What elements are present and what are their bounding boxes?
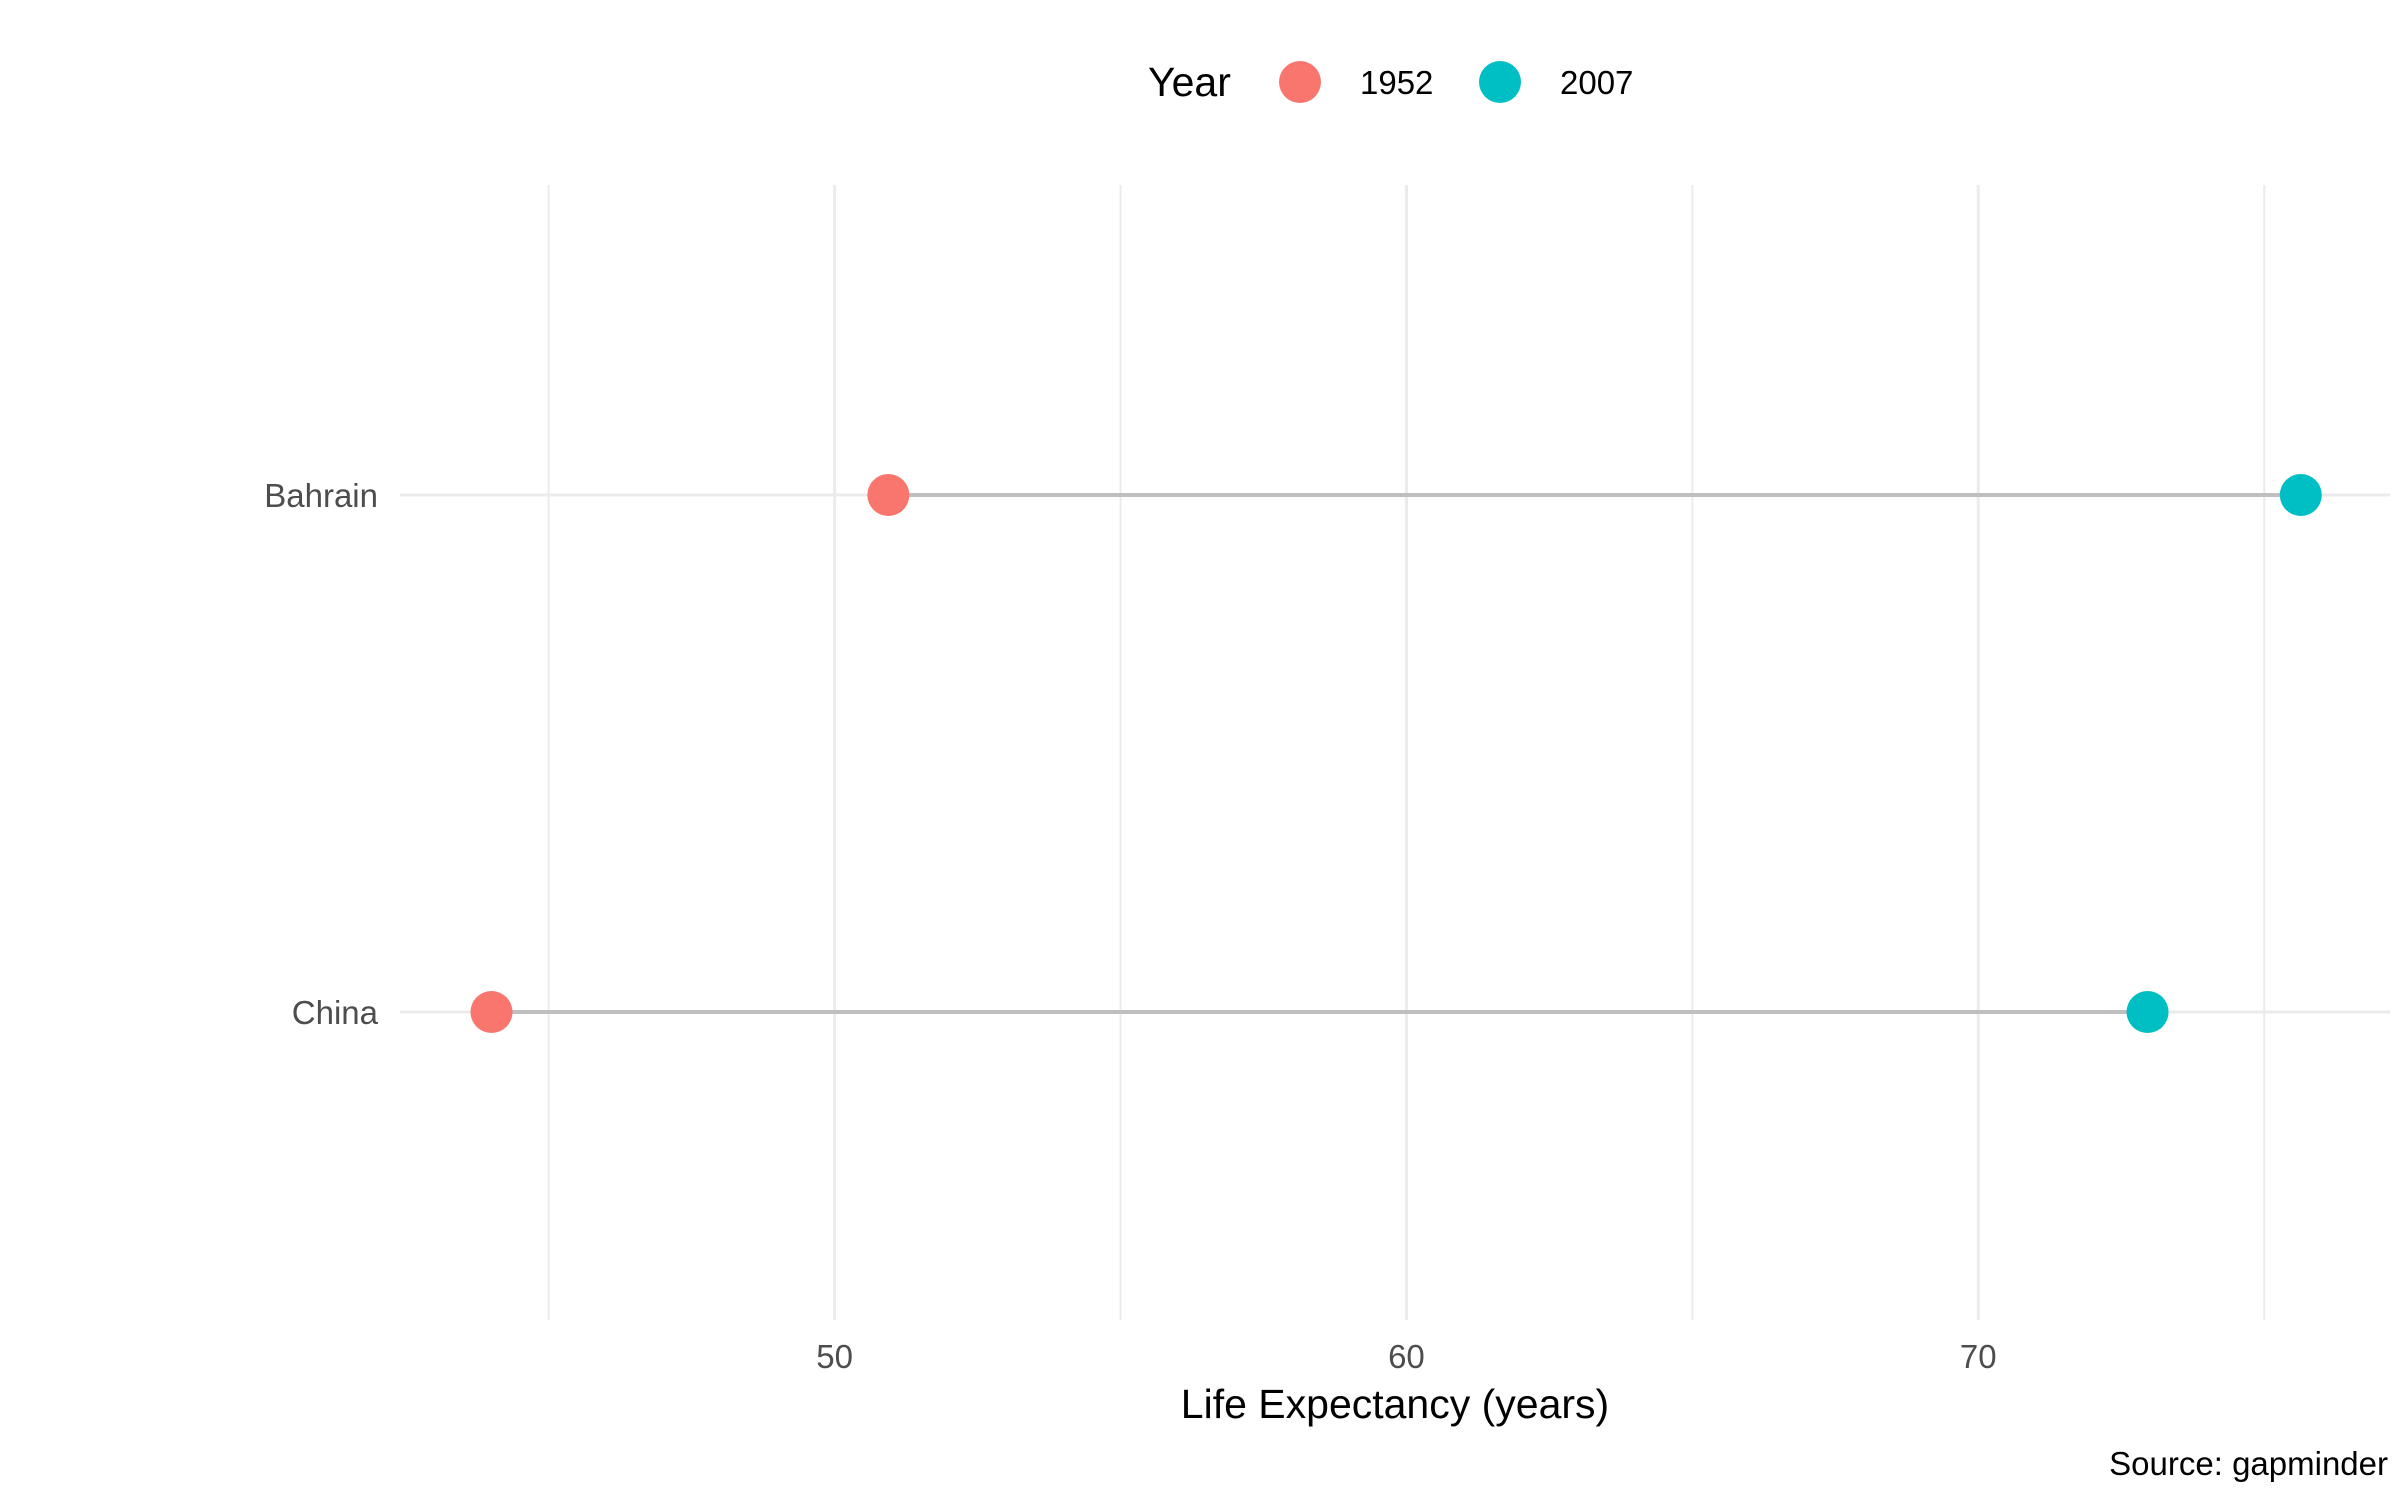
legend-marker-1952 xyxy=(1279,61,1321,103)
legend-label-1952: 1952 xyxy=(1360,64,1433,101)
x-tick-label-60: 60 xyxy=(1388,1338,1425,1375)
legend-title: Year xyxy=(1148,59,1231,105)
y-label-bahrain: Bahrain xyxy=(264,477,378,514)
x-axis-ticks: 50 60 70 xyxy=(816,1338,1996,1375)
legend-marker-2007 xyxy=(1479,61,1521,103)
x-tick-label-70: 70 xyxy=(1960,1338,1997,1375)
point-bahrain-1952 xyxy=(867,474,909,516)
caption: Source: gapminder xyxy=(2109,1445,2388,1482)
y-label-china: China xyxy=(292,994,379,1031)
x-tick-label-50: 50 xyxy=(816,1338,853,1375)
y-axis-labels: Bahrain China xyxy=(264,477,378,1031)
segments xyxy=(491,495,2300,1012)
legend-label-2007: 2007 xyxy=(1560,64,1633,101)
point-china-2007 xyxy=(2127,991,2169,1033)
legend: Year 1952 2007 xyxy=(1148,59,1633,105)
x-axis-title: Life Expectancy (years) xyxy=(1181,1381,1609,1427)
point-bahrain-2007 xyxy=(2280,474,2322,516)
point-china-1952 xyxy=(470,991,512,1033)
grid xyxy=(400,185,2390,1320)
points xyxy=(470,474,2321,1033)
